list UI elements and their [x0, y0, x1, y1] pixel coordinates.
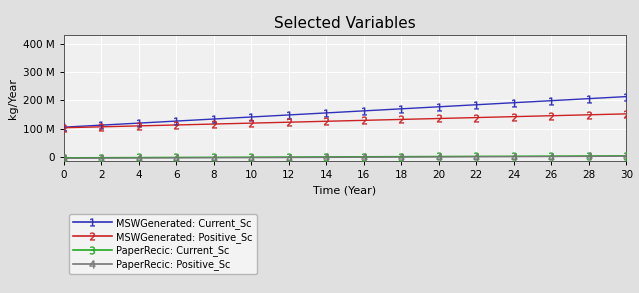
Y-axis label: kg/Year: kg/Year	[8, 78, 17, 119]
X-axis label: Time (Year): Time (Year)	[314, 186, 376, 196]
Legend: MSWGenerated: Current_Sc, MSWGenerated: Positive_Sc, PaperRecic: Current_Sc, Pap: MSWGenerated: Current_Sc, MSWGenerated: …	[69, 214, 257, 274]
Title: Selected Variables: Selected Variables	[274, 16, 416, 31]
